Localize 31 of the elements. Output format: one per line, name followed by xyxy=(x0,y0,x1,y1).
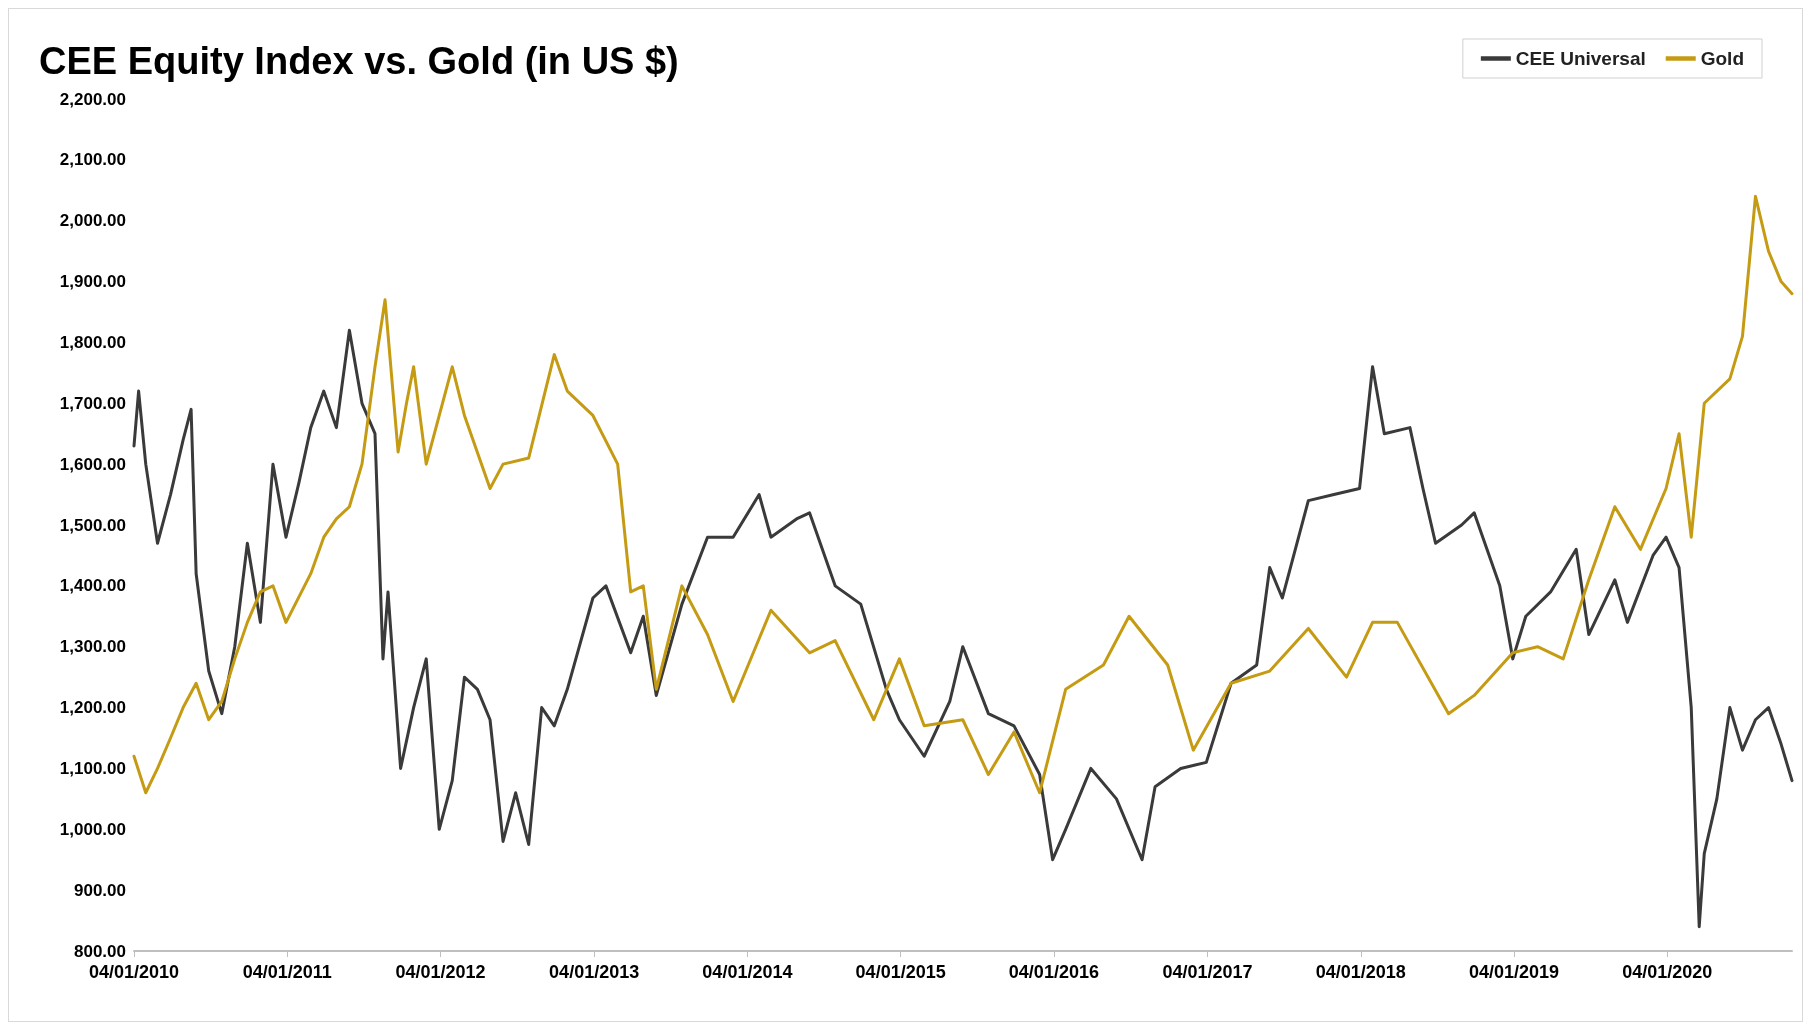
y-tick-label: 1,600.00 xyxy=(59,454,126,474)
y-tick-label: 1,900.00 xyxy=(59,272,126,292)
x-tick-label: 04/01/2011 xyxy=(242,962,332,982)
y-tick-label: 1,700.00 xyxy=(59,393,126,413)
chart-title: CEE Equity Index vs. Gold (in US $) xyxy=(39,40,679,82)
y-tick-label: 1,400.00 xyxy=(59,576,126,596)
y-tick-label: 1,800.00 xyxy=(59,332,126,352)
y-tick-label: 1,000.00 xyxy=(59,819,126,839)
y-tick-label: 800.00 xyxy=(74,941,126,961)
x-tick-label: 04/01/2016 xyxy=(1008,962,1099,982)
y-tick-label: 1,500.00 xyxy=(59,515,126,535)
line-series xyxy=(132,194,1794,795)
x-tick-label: 04/01/2015 xyxy=(855,962,946,982)
x-tick-label: 04/01/2012 xyxy=(395,962,486,982)
x-tick-label: 04/01/2019 xyxy=(1469,962,1560,982)
x-tick-label: 04/01/2020 xyxy=(1622,962,1713,982)
y-tick-label: 1,200.00 xyxy=(59,698,126,718)
line-series xyxy=(132,328,1794,929)
y-tick-label: 900.00 xyxy=(74,880,126,900)
y-tick-label: 2,200.00 xyxy=(59,89,126,109)
y-tick-label: 2,100.00 xyxy=(59,150,126,170)
legend-label: Gold xyxy=(1700,48,1745,69)
x-tick-label: 04/01/2014 xyxy=(702,962,793,982)
y-tick-label: 2,000.00 xyxy=(59,211,126,231)
x-tick-label: 04/01/2017 xyxy=(1162,962,1253,982)
legend-label: CEE Universal xyxy=(1515,48,1646,69)
x-tick-label: 04/01/2010 xyxy=(88,962,180,982)
x-tick-label: 04/01/2013 xyxy=(549,962,640,982)
y-tick-label: 1,300.00 xyxy=(59,637,126,657)
x-tick-label: 04/01/2018 xyxy=(1315,962,1406,982)
y-tick-label: 1,100.00 xyxy=(59,758,126,778)
